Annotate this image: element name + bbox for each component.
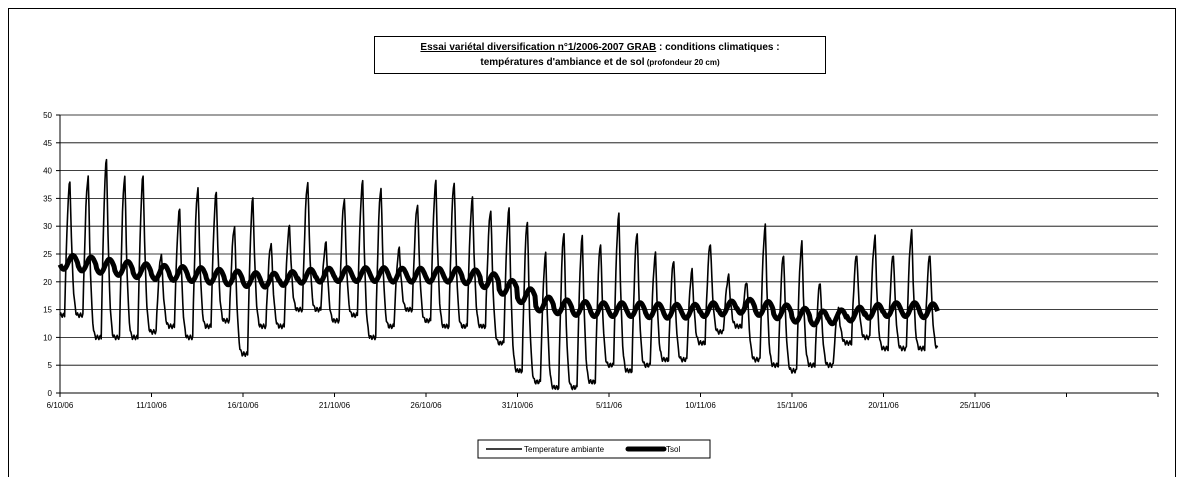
y-tick-label: 10 bbox=[43, 333, 52, 342]
x-tick-label: 20/11/06 bbox=[868, 401, 899, 410]
y-tick-label: 45 bbox=[43, 139, 52, 148]
x-tick-label: 21/10/06 bbox=[319, 401, 351, 410]
x-tick-label: 6/10/06 bbox=[47, 401, 74, 410]
y-tick-label: 20 bbox=[43, 278, 52, 287]
y-tick-label: 50 bbox=[43, 111, 52, 120]
y-tick-label: 5 bbox=[48, 361, 53, 370]
x-tick-label: 25/11/06 bbox=[960, 401, 991, 410]
chart-frame-top bbox=[8, 8, 1176, 9]
y-tick-label: 25 bbox=[43, 250, 52, 259]
x-tick-label: 10/11/06 bbox=[685, 401, 716, 410]
series-tsol bbox=[57, 252, 940, 328]
y-tick-label: 15 bbox=[43, 306, 52, 315]
x-tick-label: 15/11/06 bbox=[777, 401, 808, 410]
legend-box bbox=[477, 439, 711, 459]
y-tick-label: 35 bbox=[43, 194, 52, 203]
chart-title-line2-small: (profondeur 20 cm) bbox=[644, 58, 720, 67]
chart-frame-left bbox=[8, 8, 9, 477]
chart-title-line2: températures d'ambiance et de sol bbox=[480, 57, 645, 68]
y-tick-label: 40 bbox=[43, 167, 52, 176]
x-tick-label: 31/10/06 bbox=[502, 401, 534, 410]
y-tick-label: 30 bbox=[43, 222, 52, 231]
chart-title-part2: : conditions climatiques : bbox=[656, 42, 780, 53]
legend-label-tsol: Tsol bbox=[666, 445, 680, 454]
y-tick-label: 0 bbox=[48, 389, 53, 398]
series-temperature-ambiante bbox=[59, 158, 939, 391]
x-tick-label: 11/10/06 bbox=[136, 401, 167, 410]
chart-title: Essai variétal diversification n°1/2006-… bbox=[374, 36, 826, 74]
legend-label-temperature-ambiante: Temperature ambiante bbox=[524, 445, 605, 454]
chart-title-part1: Essai variétal diversification n°1/2006-… bbox=[420, 42, 657, 53]
x-tick-label: 5/11/06 bbox=[596, 401, 623, 410]
x-tick-label: 16/10/06 bbox=[227, 401, 259, 410]
x-tick-label: 26/10/06 bbox=[410, 401, 442, 410]
chart-frame-right bbox=[1175, 8, 1176, 477]
